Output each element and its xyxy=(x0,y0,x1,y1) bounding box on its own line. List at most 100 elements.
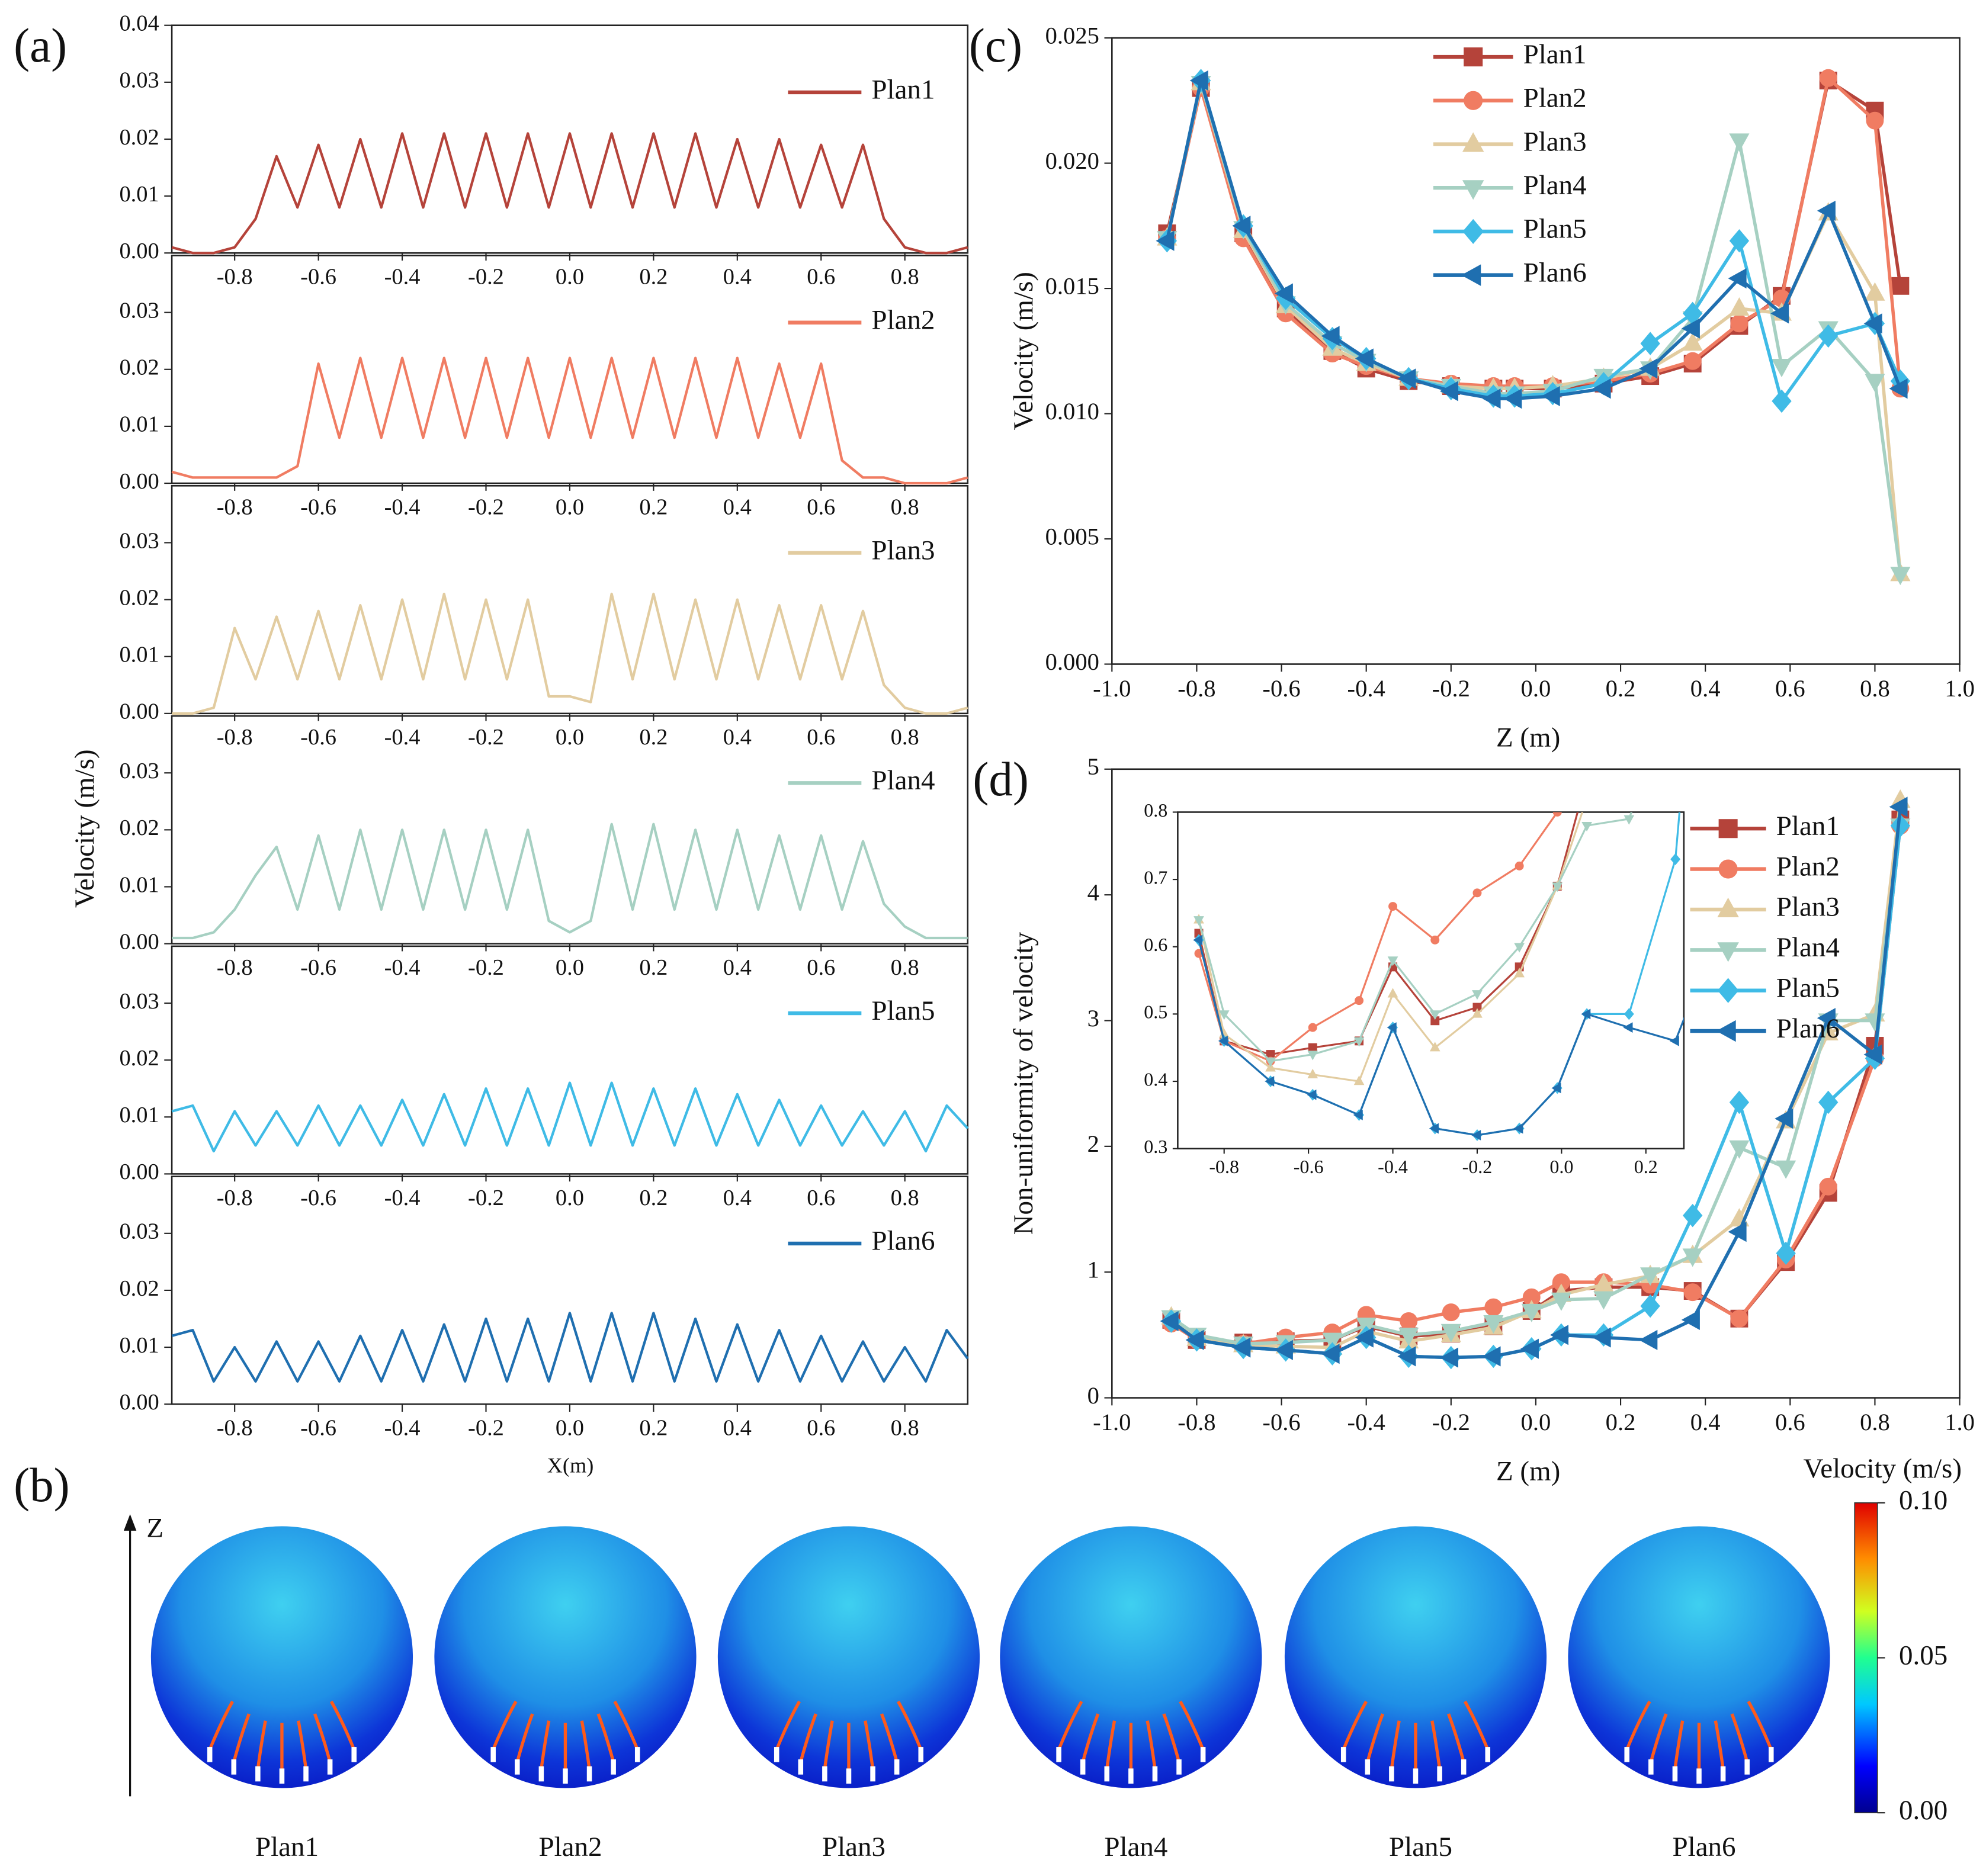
marker xyxy=(1461,264,1481,286)
marker xyxy=(1718,819,1738,839)
x-tick-label: -0.4 xyxy=(1347,1409,1385,1435)
marker xyxy=(1353,1075,1365,1085)
jet-stream xyxy=(329,1700,356,1750)
marker xyxy=(1520,1338,1539,1359)
marker xyxy=(1307,1051,1318,1061)
nozzle xyxy=(894,1759,900,1775)
x-tick-label: -0.4 xyxy=(384,265,421,290)
marker xyxy=(1514,943,1525,953)
marker xyxy=(1388,902,1398,911)
x-tick-label: -0.2 xyxy=(1432,675,1470,702)
marker xyxy=(1397,1346,1416,1367)
series-line xyxy=(171,356,968,485)
marker xyxy=(1484,1298,1503,1316)
y-tick-label: 0.025 xyxy=(1045,22,1099,49)
jet-stream xyxy=(613,1700,639,1750)
series-group xyxy=(1156,69,1911,586)
marker xyxy=(1714,586,1722,593)
marker xyxy=(1760,923,1768,930)
series-line xyxy=(171,1312,969,1383)
marker xyxy=(1274,283,1293,304)
marker xyxy=(1623,1022,1633,1033)
marker xyxy=(1521,1303,1542,1322)
x-tick-label: -0.8 xyxy=(1178,675,1215,702)
marker xyxy=(1549,1325,1569,1345)
legend-label: Plan3 xyxy=(871,535,935,566)
legend-label: Plan4 xyxy=(1523,170,1587,201)
x-tick-label: 0.4 xyxy=(723,494,752,519)
marker xyxy=(1889,378,1908,399)
marker xyxy=(1760,923,1768,930)
jet-stream xyxy=(1714,1720,1725,1769)
x-tick-label: 0.4 xyxy=(723,955,752,980)
x-tick-label: 0.0 xyxy=(556,1416,584,1441)
marker xyxy=(1265,1057,1276,1067)
x-tick-label: 0.0 xyxy=(1521,1409,1551,1435)
x-tick-label: -0.2 xyxy=(1432,1409,1470,1435)
x-tick-label: 0.0 xyxy=(556,725,584,750)
nozzle xyxy=(634,1747,640,1762)
panel-label: (d) xyxy=(973,753,1029,806)
x-tick-label: 0.0 xyxy=(556,1186,584,1210)
series-group xyxy=(1160,789,1911,1370)
marker xyxy=(1462,180,1484,200)
colorbar-title: Velocity (m/s) xyxy=(1804,1453,1962,1484)
x-tick-label: -0.6 xyxy=(300,725,336,750)
marker xyxy=(1759,458,1767,466)
y-tick-label: 0.8 xyxy=(1144,799,1167,821)
marker xyxy=(1849,216,1856,224)
y-tick-label: 0.03 xyxy=(119,298,159,323)
marker xyxy=(1625,754,1633,762)
jet-stream xyxy=(775,1700,801,1750)
nozzle xyxy=(1200,1747,1206,1762)
marker xyxy=(1308,1043,1317,1052)
marker xyxy=(1682,1248,1703,1267)
jet-stream xyxy=(1366,1713,1384,1763)
marker xyxy=(1771,359,1792,378)
x-tick-label: -0.4 xyxy=(1347,675,1385,702)
marker xyxy=(1482,1346,1501,1367)
marker xyxy=(1640,1267,1661,1286)
marker xyxy=(1583,775,1591,782)
marker xyxy=(1355,996,1364,1006)
x-tick-label: -0.2 xyxy=(468,725,504,750)
x-tick-label: 0.2 xyxy=(1606,1409,1636,1435)
x-tick-label: -0.6 xyxy=(300,494,336,519)
marker xyxy=(1387,956,1398,966)
marker xyxy=(1482,388,1501,409)
marker xyxy=(1274,1339,1293,1360)
x-tick-label: 0.8 xyxy=(891,494,919,519)
marker xyxy=(1307,1089,1317,1100)
panel-label: (c) xyxy=(969,19,1022,72)
marker xyxy=(1717,978,1739,1003)
marker xyxy=(1625,728,1633,735)
nozzle xyxy=(1152,1766,1158,1782)
marker xyxy=(1729,229,1750,253)
jet-stream xyxy=(864,1720,875,1769)
marker xyxy=(1552,812,1562,817)
marker xyxy=(1714,587,1722,595)
marker xyxy=(1592,378,1611,399)
marker xyxy=(1625,740,1633,748)
plot-frame xyxy=(1177,811,1685,1149)
x-tick-label: -0.8 xyxy=(1178,1409,1215,1435)
x-tick-label: -0.4 xyxy=(384,1416,421,1441)
marker xyxy=(1671,741,1679,749)
x-tick-label: 0.8 xyxy=(891,955,919,980)
jet-stream xyxy=(1430,1720,1442,1769)
x-tick-label: -0.4 xyxy=(384,1186,421,1210)
x-tick-label: 0.6 xyxy=(807,494,835,519)
marker xyxy=(1683,1283,1702,1302)
jet-stream xyxy=(1673,1720,1685,1769)
x-tick-label: 0.4 xyxy=(723,1416,752,1441)
plan-label: Plan3 xyxy=(822,1832,885,1862)
plan-label: Plan1 xyxy=(255,1832,319,1862)
y-tick-label: 0.03 xyxy=(119,68,159,93)
y-tick-label: 0 xyxy=(1087,1382,1099,1409)
x-tick-label: -0.8 xyxy=(217,1186,253,1210)
x-tick-label: -0.4 xyxy=(384,955,421,980)
legend-label: Plan6 xyxy=(1776,1013,1840,1044)
x-tick-label: 0.6 xyxy=(807,725,835,750)
marker xyxy=(1387,1022,1397,1033)
marker xyxy=(1307,1068,1318,1078)
